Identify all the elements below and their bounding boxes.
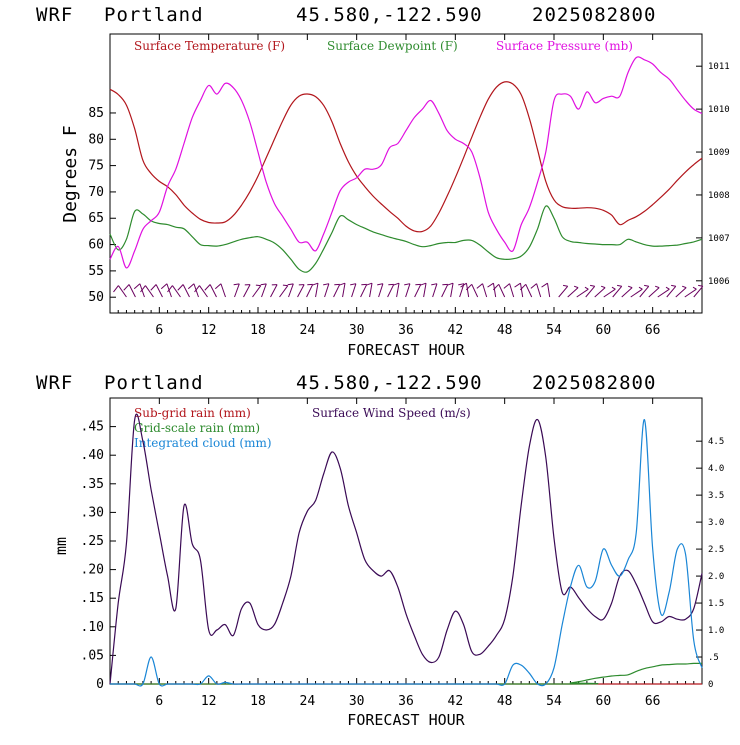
- bottom-y-axis-title: mm: [52, 537, 70, 555]
- bottom-header: WRF Portland 45.580,-122.590 2025082800: [36, 372, 656, 394]
- bottom-y-tick-label: .35: [81, 477, 104, 492]
- legend-integrated-cloud: Integrated cloud (mm): [134, 436, 272, 450]
- bottom-y-tick-label: .20: [81, 563, 104, 578]
- top-header-model: WRF: [36, 4, 73, 26]
- bottom-x-tick-label: 30: [349, 694, 365, 709]
- top-legend: Surface Temperature (F) Surface Dewpoint…: [134, 39, 633, 53]
- legend-wind-speed: Surface Wind Speed (m/s): [312, 406, 471, 420]
- bottom-y2-tick-label: 0: [708, 680, 713, 690]
- bottom-y2-tick-label: 4.0: [708, 464, 724, 474]
- bottom-y2-tick-label: 2.5: [708, 545, 724, 555]
- legend-surface-dewpoint: Surface Dewpoint (F): [327, 39, 458, 53]
- top-y-tick-label: 85: [88, 106, 104, 121]
- bottom-header-model: WRF: [36, 372, 73, 394]
- top-y2-tick-label: 1006: [708, 277, 730, 287]
- top-y2-tick-label: 1011: [708, 62, 730, 72]
- bottom-y2-tick-label: 2.0: [708, 572, 724, 582]
- top-x-tick-label: 48: [497, 323, 513, 338]
- bottom-y-tick-label: .30: [81, 505, 104, 520]
- top-header-run: 2025082800: [532, 4, 656, 26]
- top-x-tick-label: 66: [645, 323, 661, 338]
- top-y-tick-label: 75: [88, 159, 104, 174]
- top-y-tick-label: 70: [88, 185, 104, 200]
- top-x-tick-label: 12: [201, 323, 217, 338]
- top-header-location: Portland: [104, 4, 204, 26]
- top-x-tick-label: 42: [448, 323, 464, 338]
- bottom-x-tick-label: 66: [645, 694, 661, 709]
- legend-subgrid-rain: Sub-grid rain (mm): [134, 406, 251, 420]
- top-x-tick-label: 60: [596, 323, 612, 338]
- bottom-y2-tick-label: 3.5: [708, 491, 724, 501]
- bottom-y-tick-label: 0: [96, 677, 104, 692]
- top-y-tick-label: 65: [88, 211, 104, 226]
- bottom-y-tick-label: .15: [81, 591, 104, 606]
- legend-surface-temperature: Surface Temperature (F): [134, 39, 285, 53]
- top-y-tick-label: 55: [88, 264, 104, 279]
- top-y2-tick-label: 1009: [708, 148, 730, 158]
- bottom-y2-tick-label: 1.5: [708, 599, 724, 609]
- bottom-x-tick-label: 18: [250, 694, 266, 709]
- bottom-y2-tick-label: 4.5: [708, 437, 724, 447]
- bottom-header-run: 2025082800: [532, 372, 656, 394]
- bottom-y-tick-label: .05: [81, 648, 104, 663]
- bottom-y2-tick-label: .5: [708, 653, 719, 663]
- top-x-tick-label: 24: [300, 323, 316, 338]
- legend-gridscale-rain: Grid-scale rain (mm): [134, 421, 260, 435]
- bottom-y-tick-label: .45: [81, 420, 104, 435]
- bottom-x-tick-label: 24: [300, 694, 316, 709]
- bottom-x-axis-title: FORECAST HOUR: [347, 711, 465, 729]
- top-header-coords: 45.580,-122.590: [296, 4, 483, 26]
- top-header: WRF Portland 45.580,-122.590 2025082800: [36, 4, 656, 26]
- bottom-x-tick-label: 48: [497, 694, 513, 709]
- top-y2-tick-label: 1007: [708, 234, 730, 244]
- top-x-tick-label: 54: [546, 323, 562, 338]
- top-y2-tick-label: 1008: [708, 191, 730, 201]
- bottom-header-location: Portland: [104, 372, 204, 394]
- top-y-tick-label: 80: [88, 132, 104, 147]
- bottom-header-coords: 45.580,-122.590: [296, 372, 483, 394]
- top-x-tick-label: 36: [398, 323, 414, 338]
- top-x-tick-label: 30: [349, 323, 365, 338]
- top-y-axis-title: Degrees F: [60, 125, 81, 223]
- top-y-tick-label: 50: [88, 290, 104, 305]
- top-y2-tick-label: 1010: [708, 105, 730, 115]
- bottom-y-tick-label: .40: [81, 448, 104, 463]
- top-x-tick-label: 6: [155, 323, 163, 338]
- bottom-x-tick-label: 60: [596, 694, 612, 709]
- bottom-y-tick-label: .25: [81, 534, 104, 549]
- top-x-axis-title: FORECAST HOUR: [347, 341, 465, 359]
- top-y-tick-label: 60: [88, 238, 104, 253]
- legend-surface-pressure: Surface Pressure (mb): [496, 39, 633, 53]
- bottom-x-tick-label: 36: [398, 694, 414, 709]
- top-x-tick-label: 18: [250, 323, 266, 338]
- bottom-x-tick-label: 42: [448, 694, 464, 709]
- bottom-y-tick-label: .10: [81, 620, 104, 635]
- bottom-x-tick-label: 6: [155, 694, 163, 709]
- bottom-y2-tick-label: 1.0: [708, 626, 724, 636]
- bottom-x-tick-label: 54: [546, 694, 562, 709]
- bottom-y2-tick-label: 3.0: [708, 518, 724, 528]
- bottom-x-tick-label: 12: [201, 694, 217, 709]
